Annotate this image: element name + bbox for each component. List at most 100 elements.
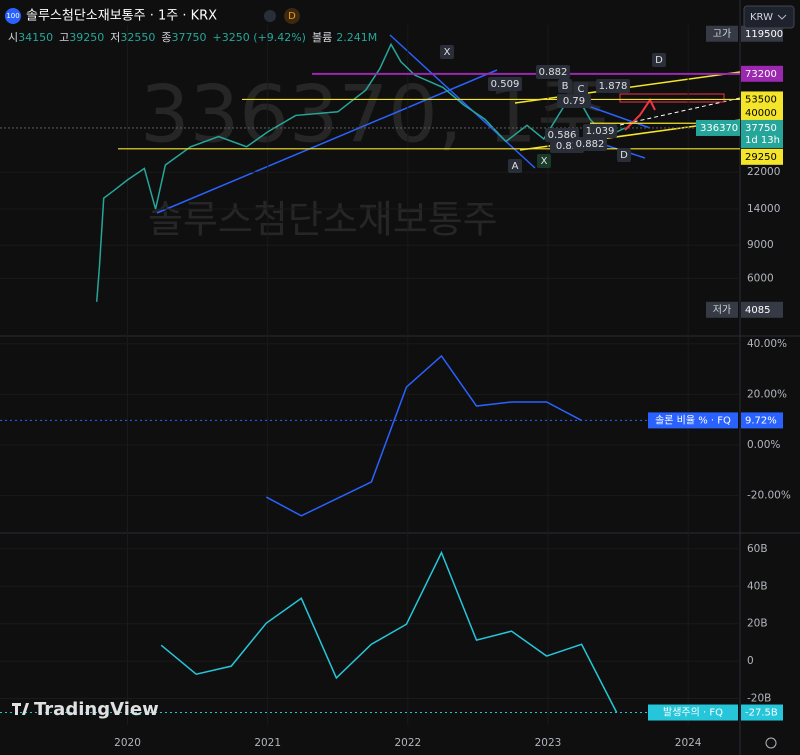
price-label: 40000 [745,108,777,119]
currency-text[interactable]: KRW [750,12,773,23]
dropdown-arrow [777,14,787,20]
price-tag: 저가 [713,304,731,316]
annotation: X [444,47,451,58]
value-label-box [741,704,783,721]
watermark-name: 솔루스첨단소재보통주 [148,198,498,242]
x-tick-label: 2021 [254,737,281,749]
price-label-box [741,25,783,42]
series-line [160,550,618,713]
annotation-box [557,94,591,108]
annotation-box [574,82,588,96]
symbol-badge-text: 100 [6,12,19,20]
value-label-box [741,412,783,429]
projection-path [624,98,656,131]
settings-icon[interactable] [765,737,777,749]
annotation: 0.509 [491,79,520,90]
volume-value: 2.241M [336,31,377,44]
annotation-box [536,65,570,79]
annotation: 1.039 [586,126,615,137]
annotation-box [573,137,607,151]
annotation: 0.586 [548,130,577,141]
price-label: 29250 [745,152,777,163]
annotation: 0.83 [556,141,578,152]
price-label: 73200 [745,69,777,80]
y-tick-label: 60B [747,543,768,555]
x-tick-label: 2022 [394,737,421,749]
price-label-box [741,105,783,122]
price-label-box [741,148,783,165]
logo-mark [12,703,29,715]
y-tick-label: 0 [747,655,754,667]
annotation-box [596,79,630,93]
y-tick-label: -20B [747,692,771,704]
annotation-box [545,128,579,142]
y-tick-label: 40.00% [747,338,787,350]
y-tick-label: 20B [747,618,768,630]
ohlc-label: 시 [8,31,18,44]
x-tick-label: 2023 [535,737,562,749]
y-tick-label: 6000 [747,272,774,284]
y-tick-label: 14000 [747,203,780,215]
price-label: 37750 [745,123,777,134]
y-tick-label: 40B [747,580,768,592]
annotation: X [541,156,548,167]
ohlc-label: 저 [110,31,120,44]
currency-dropdown[interactable] [743,5,795,29]
annotation: D [655,55,663,66]
ohlc-label: 종 [161,31,171,44]
value-label: 9.72% [745,415,777,426]
price-tag: 고가 [713,28,731,40]
price-countdown: 1d 13h [745,135,780,146]
indicator-title-box [648,412,738,429]
price-label-box [741,65,783,82]
ohlc-value: 37750 [172,31,207,44]
price-label: 119500 [745,29,783,40]
symbol-label-box [696,119,740,136]
annotation-box [440,45,454,59]
price-label-box [741,301,783,318]
annotation: 1.878 [599,81,628,92]
annotation: 0.882 [539,67,568,78]
annotation: 0.882 [576,139,605,150]
price-tag-box [706,301,738,318]
x-tick-label: 2024 [675,737,702,749]
symbol-title[interactable]: 솔루스첨단소재보통주 · 1주 · KRX [26,9,217,24]
value-label: -27.5B [745,708,778,719]
price-tag-box [706,25,738,42]
trend-line [389,34,536,169]
indicator-title: 발생주의 · FQ [663,707,723,719]
ohlc-row: 시34150 고39250 저32550 종37750 +3250 (+9.42%) 볼륨… [8,31,377,44]
x-tick-label: 2020 [114,737,141,749]
price-label-box [741,119,783,148]
interval-badge [284,8,300,24]
price-label: 53500 [745,94,777,105]
change: +3250 (+9.42%) [213,31,306,44]
volume-label: 볼륨 [312,31,332,44]
annotation-box [558,79,572,93]
y-tick-label: 22000 [747,166,780,178]
annotation-box [488,77,522,91]
price-label-box [741,91,783,108]
series-line [265,354,582,517]
ohlc-label: 고 [59,31,69,44]
ohlc-value: 32550 [120,31,155,44]
annotation: D [620,150,628,161]
indicator-title: 솔론 비율 % · FQ [655,414,731,426]
watermark-symbol: 336370, 1주 [140,70,609,160]
y-tick-label: 0.00% [747,439,780,451]
annotation: 0.79 [563,96,585,107]
annotation: A [512,161,519,172]
y-tick-label: -20.00% [747,490,791,502]
ohlc-value: 34150 [18,31,53,44]
symbol-badge [5,8,21,24]
indicator-title-box [648,704,738,721]
trend-line [156,69,498,214]
interval-badge-text: D [288,11,296,22]
annotation: B [562,81,569,92]
status-dot [264,10,276,22]
target-box [619,93,725,103]
annotation-box [652,53,666,67]
